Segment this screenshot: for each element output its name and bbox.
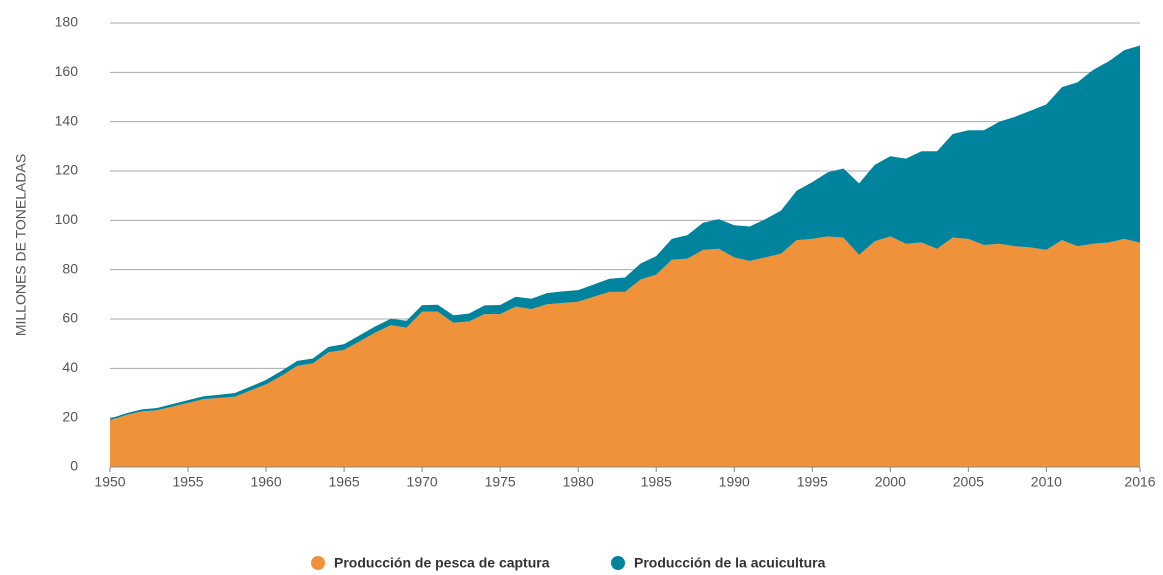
x-tick-label: 1950 [94, 474, 125, 490]
y-tick-label: 40 [62, 359, 78, 375]
x-tick-label: 1960 [250, 474, 281, 490]
y-tick-label: 20 [62, 408, 78, 424]
x-tick-label: 1980 [563, 474, 594, 490]
y-tick-label: 120 [55, 162, 79, 178]
legend-label: Producción de la acuicultura [634, 555, 826, 571]
area [110, 236, 1140, 467]
area [110, 45, 1140, 421]
x-tick-label: 1985 [641, 474, 672, 490]
x-tick-label: 1995 [797, 474, 828, 490]
y-tick-label: 160 [55, 63, 79, 79]
y-axis-label: MILLONES DE TONELADAS [13, 154, 29, 336]
x-tick-label: 2005 [953, 474, 984, 490]
x-tick-label: 2010 [1031, 474, 1062, 490]
x-tick-label: 1975 [485, 474, 516, 490]
x-tick-label: 2000 [875, 474, 906, 490]
y-tick-label: 100 [55, 211, 79, 227]
x-tick-label: 1990 [719, 474, 750, 490]
legend-marker [611, 556, 625, 570]
y-tick-label: 60 [62, 310, 78, 326]
y-tick-label: 140 [55, 112, 79, 128]
x-tick-label: 1970 [407, 474, 438, 490]
y-tick-label: 180 [55, 14, 79, 30]
y-tick-label: 80 [62, 260, 78, 276]
x-tick-label: 2016 [1124, 474, 1155, 490]
x-tick-label: 1965 [329, 474, 360, 490]
legend-label: Producción de pesca de captura [334, 555, 550, 571]
y-tick-label: 0 [70, 458, 78, 474]
legend-marker [311, 556, 325, 570]
x-tick-label: 1955 [172, 474, 203, 490]
